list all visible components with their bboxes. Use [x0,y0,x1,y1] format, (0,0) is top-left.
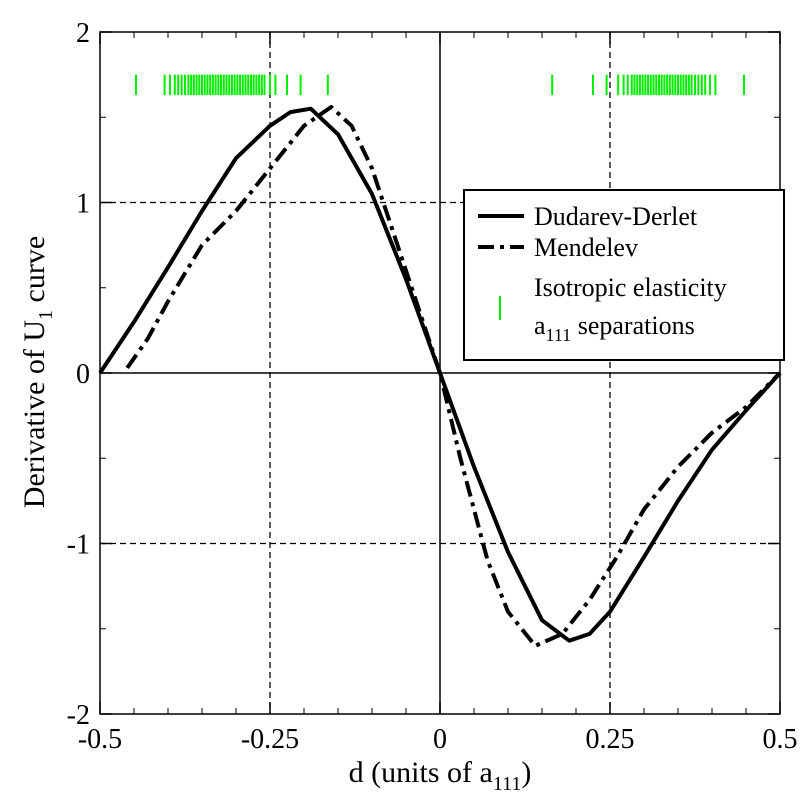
y-tick-label: 0 [76,359,90,390]
legend-label-separations-line1: Isotropic elasticity [534,273,727,302]
x-axis-label-sub: 111 [493,773,522,795]
series-line-dudarev-derlet [98,106,782,643]
legend-label-separations-line2: a111 separations [534,311,695,345]
y-tick-label: -1 [67,530,90,561]
legend-label-mendelev: Mendelev [534,233,638,262]
x-axis-label-main: d (units of a [349,756,493,789]
y-tick-label: -2 [67,700,90,731]
legend: Dudarev-Derlet Mendelev Isotropic elasti… [463,189,785,361]
x-tick-label: 0.5 [763,724,798,755]
y-tick-label: 1 [76,189,90,220]
legend-box [463,189,785,361]
y-axis-label-sub: 1 [35,310,57,320]
series-line-mendelev [125,105,782,648]
legend-sep-sub: 111 [546,325,572,345]
separations-marks [135,74,745,96]
legend-sep-tail: separations [571,311,694,340]
x-tick-label: -0.5 [78,724,122,755]
legend-label-dudarev-derlet: Dudarev-Derlet [534,202,698,231]
legend-sep-a: a [534,311,546,340]
x-axis-label-tail: ) [521,756,531,789]
y-tick-label: 2 [76,18,90,49]
x-axis-label: d (units of a111) [349,756,532,795]
y-axis-label-main: Derivative of U [18,320,51,509]
x-tick-label: -0.25 [241,724,299,755]
x-tick-label: 0 [433,724,447,755]
axis-ticks: -0.5 -0.25 0 0.25 0.5 -2 -1 0 1 2 [67,18,798,755]
y-axis-label-tail: curve [18,236,51,310]
y-axis-label: Derivative of U1 curve [18,236,57,508]
x-tick-label: 0.25 [586,724,635,755]
series-lines [98,105,782,648]
